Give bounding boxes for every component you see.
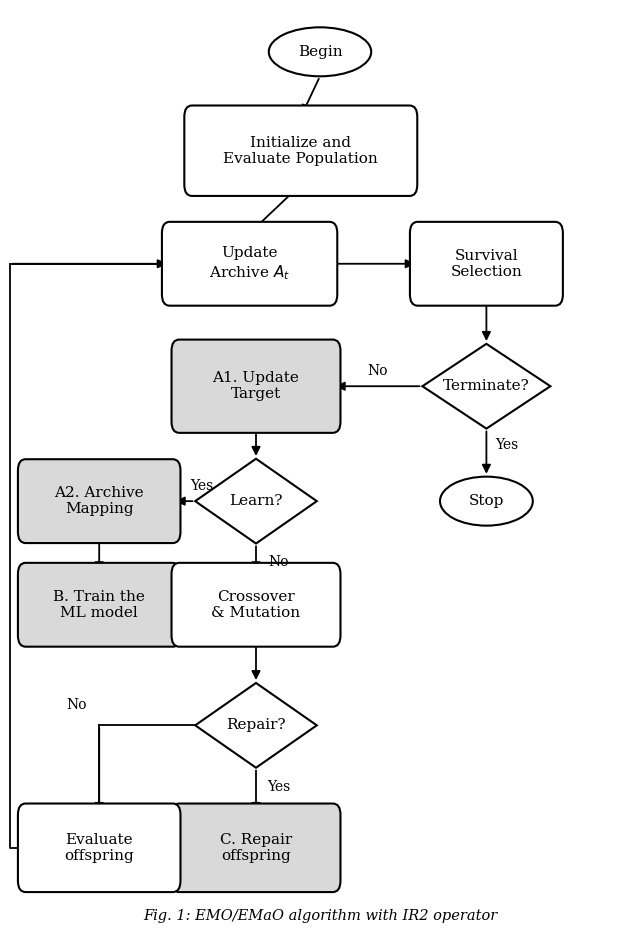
Text: No: No: [269, 556, 289, 569]
Text: No: No: [66, 698, 86, 711]
Text: Repair?: Repair?: [226, 719, 286, 732]
Text: Initialize and
Evaluate Population: Initialize and Evaluate Population: [223, 136, 378, 166]
Text: No: No: [367, 365, 388, 378]
FancyBboxPatch shape: [172, 804, 340, 892]
Text: Yes: Yes: [190, 479, 213, 493]
Text: Evaluate
offspring: Evaluate offspring: [65, 833, 134, 863]
Text: Yes: Yes: [268, 780, 291, 793]
Ellipse shape: [440, 477, 532, 526]
Text: Learn?: Learn?: [229, 495, 283, 508]
FancyBboxPatch shape: [18, 804, 180, 892]
Text: Update
Archive $A_t$: Update Archive $A_t$: [209, 246, 290, 282]
FancyBboxPatch shape: [184, 106, 417, 196]
Text: Crossover
& Mutation: Crossover & Mutation: [211, 590, 301, 620]
Text: Stop: Stop: [468, 495, 504, 508]
Text: Begin: Begin: [298, 45, 342, 58]
Text: C. Repair
offspring: C. Repair offspring: [220, 833, 292, 863]
Text: Survival
Selection: Survival Selection: [451, 249, 522, 279]
FancyBboxPatch shape: [410, 222, 563, 305]
Text: A2. Archive
Mapping: A2. Archive Mapping: [54, 486, 144, 516]
Text: Fig. 1: EMO/EMaO algorithm with IR2 operator: Fig. 1: EMO/EMaO algorithm with IR2 oper…: [143, 909, 497, 922]
FancyBboxPatch shape: [172, 340, 340, 433]
Ellipse shape: [269, 27, 371, 76]
FancyBboxPatch shape: [18, 460, 180, 543]
Text: B. Train the
ML model: B. Train the ML model: [53, 590, 145, 620]
Polygon shape: [195, 459, 317, 544]
Text: Yes: Yes: [495, 438, 518, 451]
Polygon shape: [422, 344, 550, 429]
Text: Terminate?: Terminate?: [443, 380, 530, 393]
Text: A1. Update
Target: A1. Update Target: [212, 371, 300, 401]
FancyBboxPatch shape: [18, 563, 180, 646]
FancyBboxPatch shape: [162, 222, 337, 305]
FancyBboxPatch shape: [172, 563, 340, 646]
Polygon shape: [195, 683, 317, 768]
